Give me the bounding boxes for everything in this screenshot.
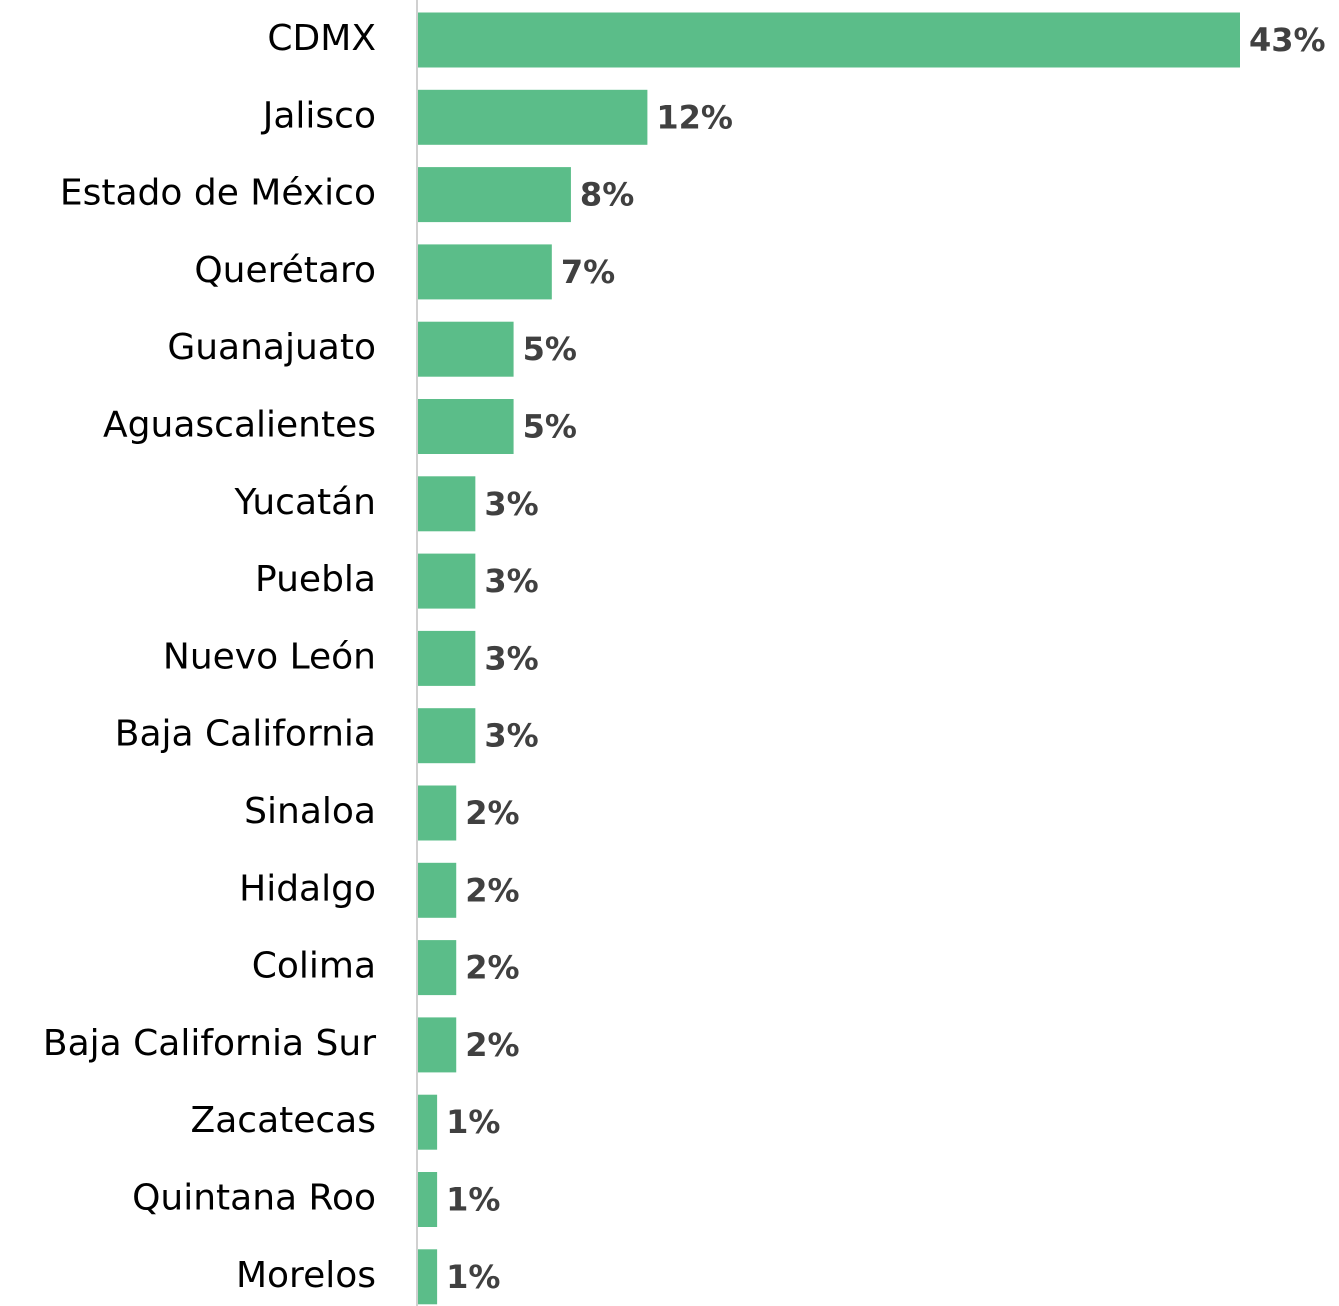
bar xyxy=(418,89,648,145)
category-label: Aguascalientes xyxy=(103,405,376,446)
value-label: 3% xyxy=(484,562,538,600)
bar xyxy=(418,1094,438,1150)
category-label: Yucatán xyxy=(233,482,376,523)
category-label: Puebla xyxy=(255,559,376,600)
category-label: Guanajuato xyxy=(167,327,376,368)
bar xyxy=(418,244,552,300)
bar xyxy=(418,321,514,377)
category-label: Sinaloa xyxy=(244,791,376,832)
category-label: CDMX xyxy=(267,18,376,59)
bar xyxy=(418,862,457,918)
bar xyxy=(418,708,476,764)
bar xyxy=(418,399,514,454)
value-label: 3% xyxy=(484,639,538,677)
bar xyxy=(418,1017,457,1073)
value-label: 8% xyxy=(580,176,634,214)
bar xyxy=(418,785,457,841)
category-label: Zacatecas xyxy=(191,1100,376,1141)
bar xyxy=(418,1249,438,1305)
category-label: Baja California Sur xyxy=(43,1023,376,1064)
bar xyxy=(418,1172,438,1227)
value-label: 12% xyxy=(656,98,733,136)
value-label: 1% xyxy=(446,1103,500,1141)
bar xyxy=(418,940,457,996)
bar xyxy=(418,12,1240,68)
bar xyxy=(418,476,476,532)
category-label: Querétaro xyxy=(194,250,376,291)
category-label: Estado de México xyxy=(60,173,376,214)
category-label: Morelos xyxy=(236,1255,376,1296)
value-label: 2% xyxy=(465,794,519,832)
bar xyxy=(418,167,571,223)
value-label: 1% xyxy=(446,1181,500,1219)
category-label: Colima xyxy=(252,946,376,987)
value-label: 2% xyxy=(465,871,519,909)
value-label: 2% xyxy=(465,1026,519,1064)
bar xyxy=(418,553,476,609)
category-label: Quintana Roo xyxy=(132,1178,376,1219)
value-label: 3% xyxy=(484,717,538,755)
bar xyxy=(418,630,476,686)
value-label: 43% xyxy=(1249,21,1326,59)
value-label: 3% xyxy=(484,485,538,523)
value-label: 5% xyxy=(523,330,577,368)
value-label: 7% xyxy=(561,253,615,291)
value-label: 2% xyxy=(465,949,519,987)
category-label: Hidalgo xyxy=(239,868,376,909)
category-label: Baja California xyxy=(115,714,376,755)
value-label: 1% xyxy=(446,1258,500,1296)
category-label: Nuevo León xyxy=(163,636,376,677)
value-label: 5% xyxy=(523,408,577,446)
category-label: Jalisco xyxy=(261,95,376,136)
